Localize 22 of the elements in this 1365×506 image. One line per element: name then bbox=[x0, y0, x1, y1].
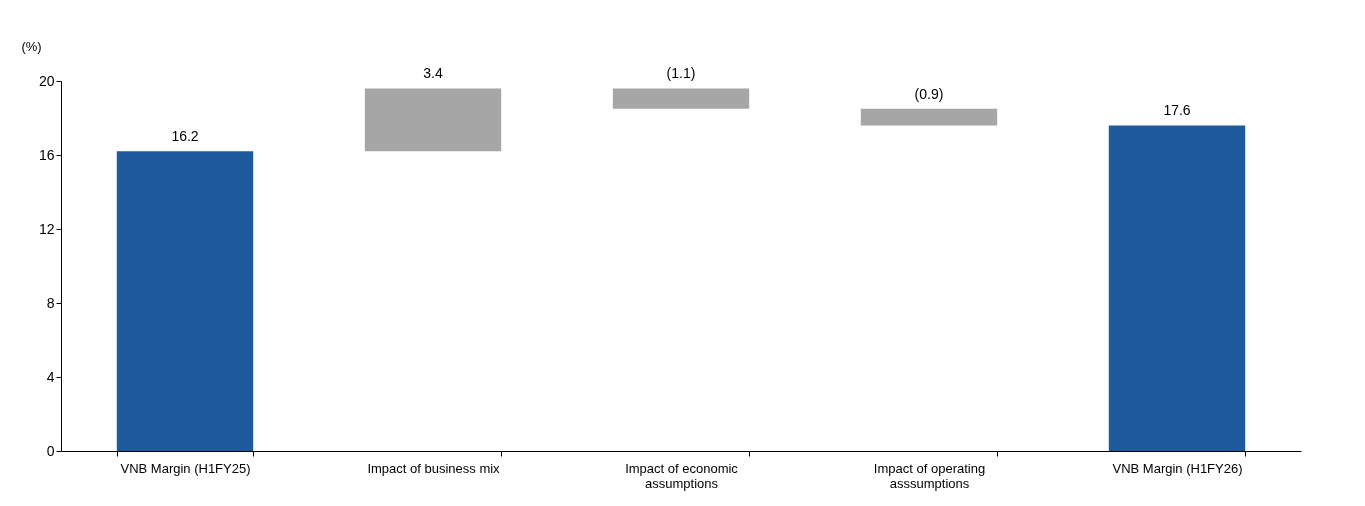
x-tick-label: Impact of economic assumptions bbox=[625, 460, 739, 491]
x-tick-label: Impact of business mix bbox=[367, 460, 501, 476]
data-label: 3.4 bbox=[423, 65, 443, 82]
x-tick-label: Impact of operating asssumptions bbox=[873, 460, 986, 491]
y-tick-label: 12 bbox=[38, 220, 55, 237]
bar bbox=[116, 151, 254, 451]
y-tick-label: 20 bbox=[38, 72, 55, 89]
bar bbox=[612, 88, 750, 109]
data-label: (1.1) bbox=[666, 65, 696, 82]
data-label: 17.6 bbox=[1163, 102, 1191, 119]
bar bbox=[364, 88, 502, 152]
y-tick-label: 4 bbox=[46, 368, 55, 385]
x-tick-label: VNB Margin (H1FY26) bbox=[1112, 460, 1243, 476]
data-label: (0.9) bbox=[914, 85, 944, 102]
bar bbox=[1108, 125, 1246, 451]
y-tick-label: 0 bbox=[46, 442, 55, 459]
x-tick-label: VNB Margin (H1FY25) bbox=[120, 460, 251, 476]
bar bbox=[860, 108, 998, 126]
y-tick-label: 8 bbox=[46, 294, 55, 311]
data-label: 16.2 bbox=[171, 128, 199, 145]
y-axis-title: (%) bbox=[21, 38, 42, 54]
y-tick-label: 16 bbox=[38, 146, 55, 163]
